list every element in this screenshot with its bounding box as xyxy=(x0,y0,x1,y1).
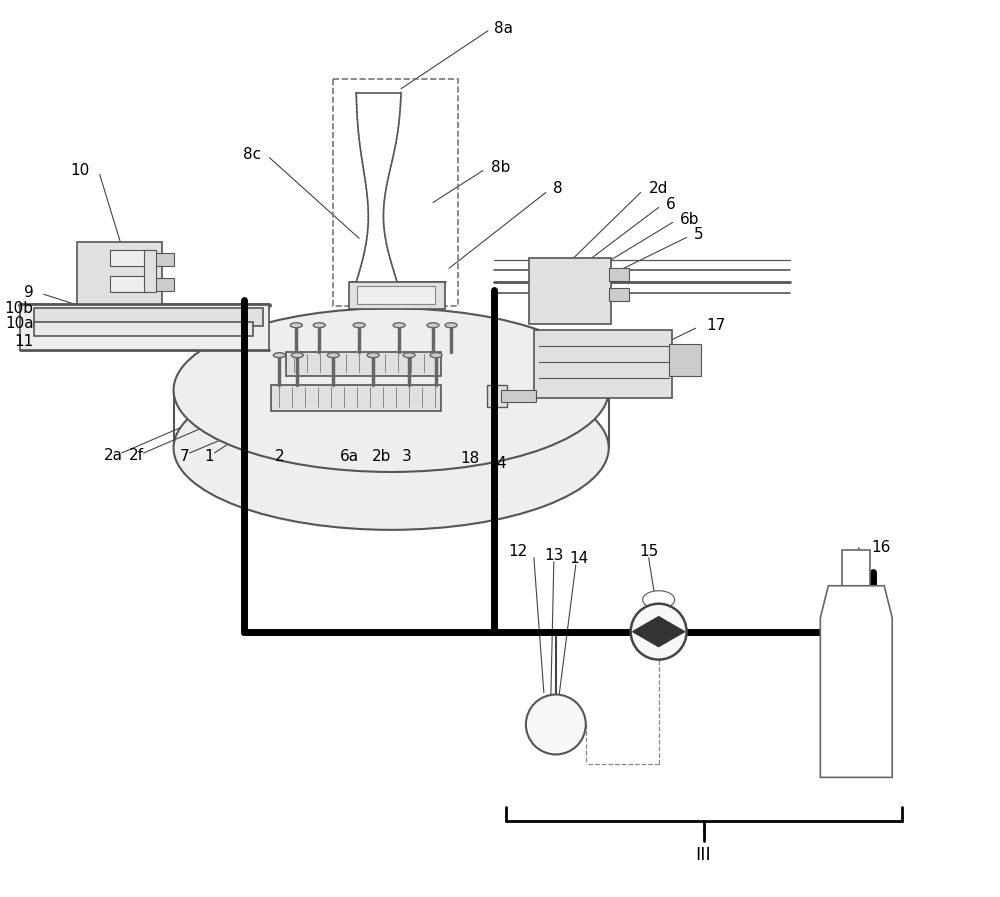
Ellipse shape xyxy=(367,353,379,358)
Bar xyxy=(534,330,672,398)
Text: 2a: 2a xyxy=(104,448,123,464)
Bar xyxy=(501,390,536,402)
Text: 13: 13 xyxy=(544,548,564,563)
Bar xyxy=(20,305,269,350)
Ellipse shape xyxy=(631,604,687,659)
Bar xyxy=(34,309,263,327)
Bar xyxy=(487,385,507,407)
Bar xyxy=(609,268,629,282)
Ellipse shape xyxy=(393,323,405,327)
Text: 1: 1 xyxy=(205,449,214,465)
Bar xyxy=(110,276,152,292)
Bar xyxy=(609,288,629,301)
Text: 2f: 2f xyxy=(129,448,144,464)
Text: 2d: 2d xyxy=(649,181,668,196)
Text: 6: 6 xyxy=(666,197,675,212)
Text: 17: 17 xyxy=(707,318,726,333)
Bar xyxy=(154,253,174,266)
Ellipse shape xyxy=(313,323,325,327)
Text: 7: 7 xyxy=(180,449,189,465)
Text: 8b: 8b xyxy=(491,160,510,175)
Bar xyxy=(357,286,435,304)
Ellipse shape xyxy=(174,366,609,530)
Bar xyxy=(669,344,701,376)
Bar xyxy=(34,322,253,336)
Text: 2b: 2b xyxy=(371,449,391,465)
Bar xyxy=(842,550,870,586)
Ellipse shape xyxy=(403,353,415,358)
Text: 10b: 10b xyxy=(5,300,34,316)
Text: III: III xyxy=(696,846,711,864)
Polygon shape xyxy=(659,616,685,647)
Bar xyxy=(154,278,174,292)
Ellipse shape xyxy=(327,353,339,358)
Ellipse shape xyxy=(174,309,609,472)
Bar xyxy=(144,250,156,292)
Ellipse shape xyxy=(643,591,675,609)
Text: 4: 4 xyxy=(496,457,506,472)
Bar xyxy=(529,258,611,324)
Text: 15: 15 xyxy=(639,544,658,560)
Ellipse shape xyxy=(290,323,302,327)
Text: 18: 18 xyxy=(460,451,480,466)
Ellipse shape xyxy=(291,353,303,358)
Text: 10a: 10a xyxy=(5,316,34,331)
Text: 3: 3 xyxy=(402,449,412,465)
Ellipse shape xyxy=(430,353,442,358)
Ellipse shape xyxy=(427,323,439,327)
Ellipse shape xyxy=(526,694,586,754)
Bar xyxy=(110,250,152,266)
Bar xyxy=(271,385,441,411)
Text: 6b: 6b xyxy=(680,212,699,227)
Bar xyxy=(349,283,445,309)
Text: 2: 2 xyxy=(275,449,284,465)
Ellipse shape xyxy=(353,323,365,327)
Ellipse shape xyxy=(273,353,285,358)
Text: 16: 16 xyxy=(871,540,891,555)
Ellipse shape xyxy=(445,323,457,327)
Text: 8: 8 xyxy=(553,181,562,196)
Bar xyxy=(77,242,162,304)
Polygon shape xyxy=(633,616,659,647)
Text: 12: 12 xyxy=(509,544,528,560)
Text: 8a: 8a xyxy=(494,22,513,36)
Text: 6a: 6a xyxy=(340,449,359,465)
Bar xyxy=(286,353,441,376)
Text: 5: 5 xyxy=(694,227,703,242)
Text: 9: 9 xyxy=(24,284,34,300)
Text: 14: 14 xyxy=(569,552,588,566)
Text: 11: 11 xyxy=(15,334,34,349)
Polygon shape xyxy=(820,586,892,778)
Text: 10: 10 xyxy=(70,163,90,178)
Text: 8c: 8c xyxy=(243,147,261,162)
Bar xyxy=(333,79,458,306)
